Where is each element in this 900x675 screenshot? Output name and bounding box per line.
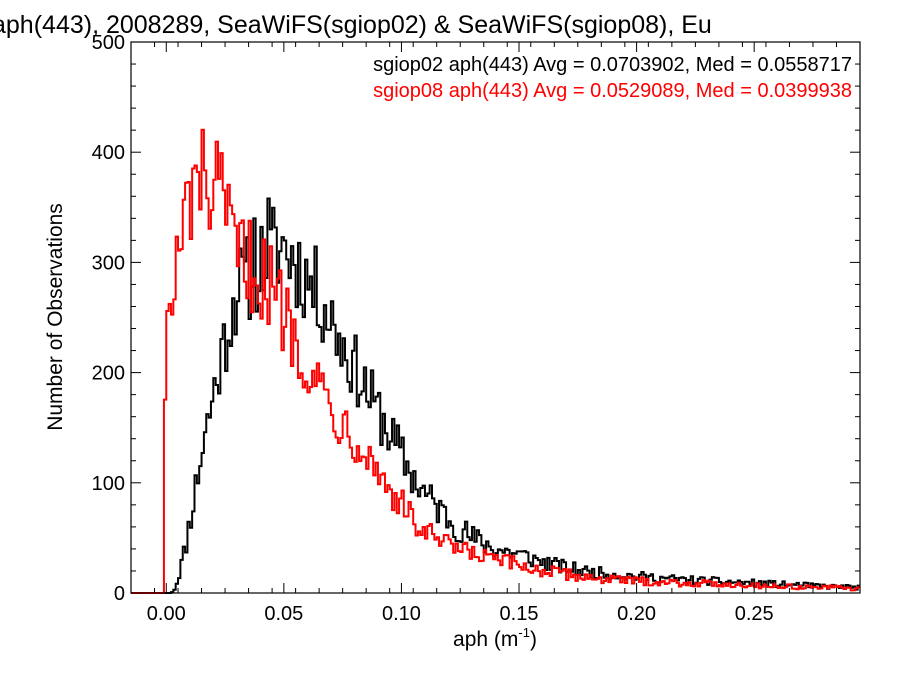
legend-entry-sgiop08: sgiop08 aph(443) Avg = 0.0529089, Med = … [373,80,852,102]
x-tick-label: 0.10 [382,603,421,625]
y-tick-label: 400 [92,142,125,164]
histogram-series-sgiop08 [131,128,860,594]
data-series-layer [131,128,860,594]
x-axis-title-close: ) [530,628,537,651]
x-tick-label: 0.15 [500,603,539,625]
x-tick-label: 0.20 [617,603,656,625]
x-tick-label: 0.00 [147,603,186,625]
y-tick-label: 200 [92,363,125,385]
y-tick-label: 0 [114,583,125,605]
y-tick-label: 300 [92,252,125,274]
y-axis-title: Number of Observations [44,203,67,431]
y-tick-label: 100 [92,473,125,495]
plot-frame [130,41,861,594]
legend-entry-sgiop02: sgiop02 aph(443) Avg = 0.0703902, Med = … [373,54,852,76]
x-tick-label: 0.25 [735,603,774,625]
y-tick-label: 500 [92,32,125,54]
x-axis-title: aph (m-1) [453,625,537,651]
x-axis-title-exponent: -1 [518,625,530,640]
x-axis-title-main: aph (m [453,628,518,651]
histogram-series-sgiop02 [131,197,860,594]
x-tick-label: 0.05 [264,603,303,625]
chart-title: aph(443), 2008289, SeaWiFS(sgiop02) & Se… [0,11,712,39]
axis-ticks: 0.00 0.05 0.10 0.15 0.20 0.25 0 100 200 300 400 500 [92,32,861,625]
